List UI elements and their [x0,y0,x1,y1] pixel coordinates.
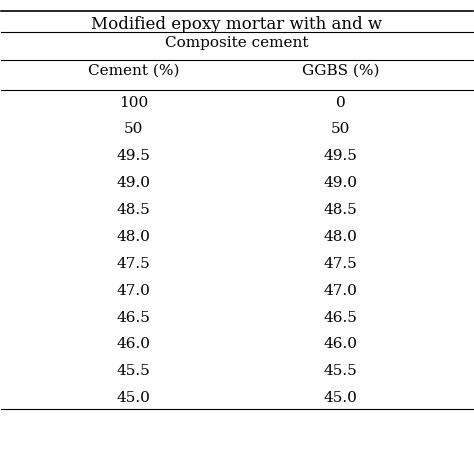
Text: 45.0: 45.0 [324,391,357,405]
Text: 46.0: 46.0 [116,337,150,351]
Text: 50: 50 [124,122,143,137]
Text: 48.0: 48.0 [117,230,150,244]
Text: Modified epoxy mortar with and w: Modified epoxy mortar with and w [91,16,383,33]
Text: 0: 0 [336,96,346,109]
Text: 45.5: 45.5 [324,364,357,378]
Text: 47.0: 47.0 [324,283,357,298]
Text: 49.0: 49.0 [116,176,150,190]
Text: Composite cement: Composite cement [165,36,309,50]
Text: 48.5: 48.5 [117,203,150,217]
Text: GGBS (%): GGBS (%) [302,64,379,78]
Text: 49.5: 49.5 [324,149,357,164]
Text: 45.0: 45.0 [117,391,150,405]
Text: 47.5: 47.5 [117,257,150,271]
Text: 49.5: 49.5 [117,149,150,164]
Text: 47.5: 47.5 [324,257,357,271]
Text: 49.0: 49.0 [324,176,358,190]
Text: 45.5: 45.5 [117,364,150,378]
Text: 48.5: 48.5 [324,203,357,217]
Text: 46.0: 46.0 [324,337,358,351]
Text: 46.5: 46.5 [324,310,357,325]
Text: 46.5: 46.5 [117,310,150,325]
Text: 100: 100 [118,96,148,109]
Text: 50: 50 [331,122,350,137]
Text: 48.0: 48.0 [324,230,357,244]
Text: Cement (%): Cement (%) [88,64,179,78]
Text: 47.0: 47.0 [117,283,150,298]
